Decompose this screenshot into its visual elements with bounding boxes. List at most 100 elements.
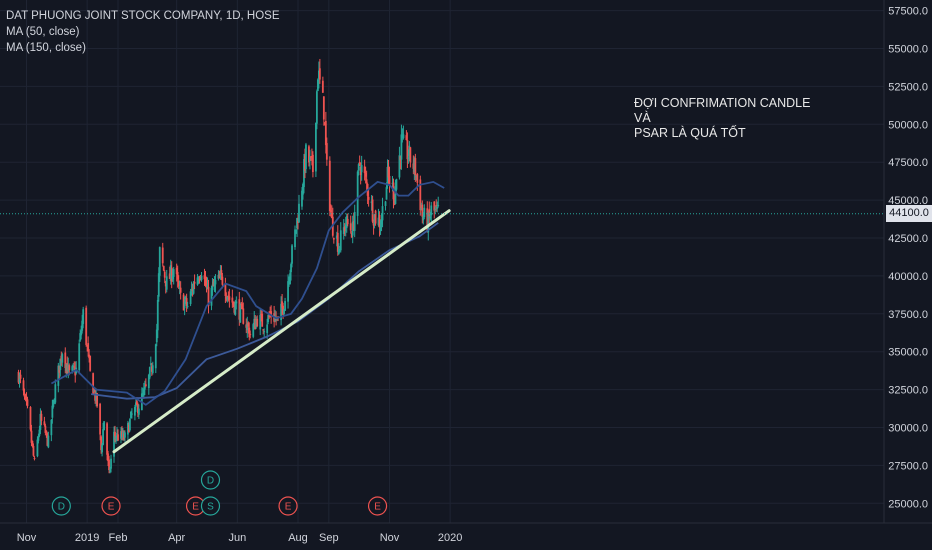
candle-body bbox=[378, 214, 381, 228]
candle-body bbox=[388, 175, 391, 186]
candle-body bbox=[37, 435, 40, 441]
event-dividend[interactable]: D bbox=[51, 496, 71, 516]
candle-body bbox=[193, 281, 196, 284]
candle-body bbox=[58, 365, 61, 373]
candle-body bbox=[433, 201, 436, 211]
support-trendline[interactable] bbox=[112, 209, 451, 454]
candle-body bbox=[165, 276, 168, 290]
candle-body bbox=[33, 457, 36, 459]
candle-body bbox=[434, 208, 437, 210]
candle-body bbox=[204, 276, 207, 286]
candle-body bbox=[43, 421, 46, 425]
candle-body bbox=[344, 224, 347, 228]
candle-body bbox=[280, 303, 282, 321]
candle-body bbox=[274, 316, 277, 321]
candle-body bbox=[312, 154, 314, 173]
event-label: E bbox=[192, 502, 199, 513]
candle-body bbox=[416, 174, 419, 183]
candle-body bbox=[374, 210, 377, 224]
event-split[interactable]: S bbox=[200, 496, 221, 516]
event-circle[interactable] bbox=[200, 470, 221, 490]
candle-body bbox=[170, 267, 173, 282]
candle-body bbox=[308, 146, 310, 163]
candle-body bbox=[79, 333, 82, 341]
candle-body bbox=[315, 91, 318, 124]
event-earnings[interactable]: E bbox=[101, 496, 121, 516]
event-earnings[interactable]: E bbox=[185, 496, 206, 516]
candle-body bbox=[136, 404, 139, 414]
candle-body bbox=[248, 327, 251, 338]
candle-body bbox=[329, 210, 332, 212]
candle-body bbox=[205, 284, 208, 288]
event-dividend[interactable]: D bbox=[200, 470, 221, 490]
candle-body bbox=[405, 135, 408, 141]
candle-body bbox=[161, 247, 164, 264]
candle-body bbox=[54, 384, 57, 403]
candle-body bbox=[283, 309, 285, 314]
candle-body bbox=[171, 275, 174, 280]
event-earnings[interactable]: E bbox=[278, 496, 298, 516]
candle-body bbox=[401, 135, 404, 138]
event-circle[interactable] bbox=[51, 496, 71, 516]
candle-body bbox=[30, 430, 33, 443]
candle-body bbox=[120, 431, 122, 439]
event-earnings[interactable]: E bbox=[367, 496, 388, 516]
ma150-legend[interactable]: MA (150, close) bbox=[6, 42, 86, 54]
candle-body bbox=[232, 301, 235, 305]
candle-body bbox=[22, 380, 25, 391]
candle-body bbox=[252, 324, 255, 337]
candle-body bbox=[107, 453, 109, 462]
candle-body bbox=[36, 439, 39, 457]
candle-body bbox=[218, 274, 221, 279]
candle-body bbox=[172, 269, 175, 277]
candle-body bbox=[157, 273, 160, 297]
candle-body bbox=[184, 297, 187, 300]
candle-body bbox=[196, 277, 199, 285]
candle-body bbox=[357, 164, 360, 171]
event-circle[interactable] bbox=[101, 496, 121, 516]
candle-body bbox=[149, 363, 152, 365]
candle-body bbox=[339, 230, 342, 251]
candle-body bbox=[144, 384, 147, 387]
time-axis[interactable]: Nov 2019 Feb Apr Jun Aug Sep Nov 2020 bbox=[17, 532, 463, 544]
price-axis[interactable]: 25000.0 27500.0 30000.0 32500.0 35000.0 37500… bbox=[888, 6, 928, 511]
candle-body bbox=[310, 156, 312, 158]
event-circle[interactable] bbox=[200, 496, 221, 516]
candle-body bbox=[430, 205, 433, 216]
event-circle[interactable] bbox=[367, 496, 388, 516]
event-circle[interactable] bbox=[278, 496, 298, 516]
candle-body bbox=[123, 433, 125, 440]
ma50-legend[interactable]: MA (50, close) bbox=[6, 26, 80, 38]
candle-body bbox=[263, 331, 266, 333]
candle-body bbox=[115, 437, 117, 439]
candle-body bbox=[338, 246, 341, 248]
candle-body bbox=[379, 227, 382, 232]
candle-body bbox=[305, 144, 307, 170]
candle-body bbox=[59, 358, 62, 371]
candle-body bbox=[370, 201, 373, 204]
candle-body bbox=[131, 413, 133, 415]
candle-body bbox=[291, 245, 293, 264]
y-tick-label: 32500.0 bbox=[888, 385, 928, 397]
candle-body bbox=[96, 393, 99, 407]
text-annotation[interactable]: ĐỢI CONFRIMATION CANDLE VÀ PSAR LÀ QUÁ T… bbox=[634, 96, 811, 140]
candle-body bbox=[57, 365, 60, 386]
event-markers: D E EDS E E bbox=[51, 470, 388, 516]
candle-body bbox=[198, 279, 201, 281]
candle-body bbox=[147, 374, 150, 389]
candle-body bbox=[151, 365, 154, 373]
candle-body bbox=[40, 413, 43, 421]
candle-body bbox=[158, 247, 161, 276]
candle-body bbox=[346, 218, 349, 225]
candle-body bbox=[224, 284, 227, 296]
candle-body bbox=[60, 355, 63, 361]
candle-body bbox=[437, 205, 440, 207]
candle-body bbox=[323, 122, 326, 126]
candle-body bbox=[429, 216, 432, 219]
candle-body bbox=[214, 279, 217, 285]
candle-body bbox=[316, 79, 319, 91]
event-label: E bbox=[285, 502, 292, 513]
candle-body bbox=[85, 307, 88, 345]
symbol-title[interactable]: DAT PHUONG JOINT STOCK COMPANY, 1D, HOSE bbox=[6, 10, 280, 22]
